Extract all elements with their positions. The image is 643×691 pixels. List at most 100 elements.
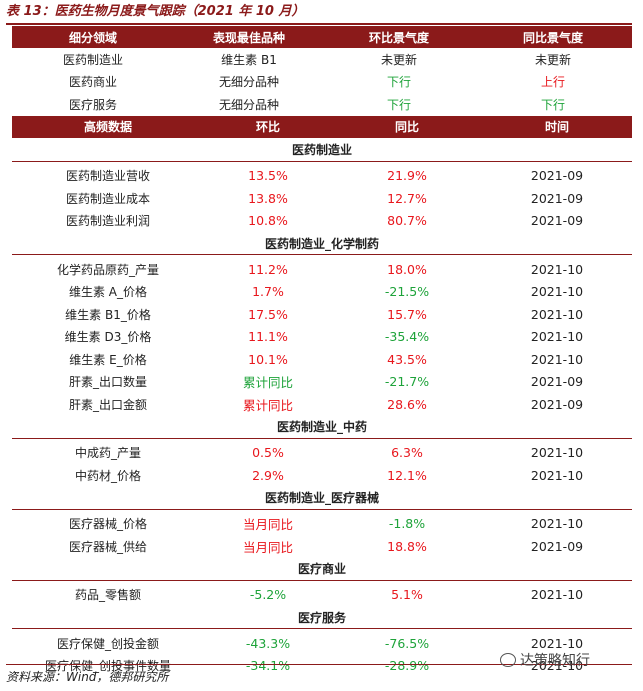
mom-value: 累计同比 (242, 397, 293, 413)
mom-value: 2.9% (252, 467, 284, 483)
yoy-value: -21.5% (384, 284, 430, 300)
yoy-value: 28.6% (387, 396, 427, 412)
table-row: 肝素_出口数量 累计同比 -21.7% 2021-09 (12, 371, 632, 394)
header-cell: 表现最佳品种 (212, 30, 285, 45)
mom-value: 17.5% (248, 306, 288, 322)
indicator-name: 药品_零售额 (74, 588, 141, 603)
header-cell: 环比景气度 (368, 30, 429, 45)
table-row: 医疗保健_创投金额 -43.3% -76.5% 2021-10 (12, 632, 632, 655)
yoy-trend: 上行 (540, 75, 565, 90)
yoy-value: 6.3% (391, 445, 423, 461)
footer-rule (6, 664, 632, 665)
indicator-name: 医药制造业营收 (65, 169, 150, 184)
table-row: 医药制造业 维生素 B1 未更新 未更新 (12, 48, 632, 71)
title-rule (6, 23, 632, 25)
row-label: 医药制造业 (62, 52, 123, 67)
yoy-value: 12.7% (387, 190, 427, 206)
section-header: 医疗商业 (12, 558, 632, 581)
yoy-trend: 下行 (540, 97, 565, 112)
table-row: 医疗服务 无细分品种 下行 下行 (12, 93, 632, 116)
table-row: 维生素 A_价格 1.7% -21.5% 2021-10 (12, 281, 632, 304)
section-header: 医疗服务 (12, 606, 632, 629)
table-row: 肝素_出口金额 累计同比 28.6% 2021-09 (12, 393, 632, 416)
watermark-text: 达策略知行 (520, 653, 590, 669)
period: 2021-09 (530, 190, 584, 206)
mom-value: -34.1% (245, 658, 291, 674)
indicator-name: 肝素_出口数量 (68, 375, 147, 390)
mom-trend: 下行 (386, 75, 411, 90)
header-cell: 细分领域 (68, 30, 117, 45)
table-row: 中成药_产量 0.5% 6.3% 2021-10 (12, 442, 632, 465)
yoy-value: -28.9% (384, 658, 430, 674)
period: 2021-10 (530, 467, 584, 483)
indicator-name: 医药制造业利润 (65, 214, 150, 229)
period: 2021-09 (530, 538, 584, 554)
indicator-name: 维生素 E_价格 (69, 352, 147, 367)
indicator-name: 医药制造业成本 (65, 191, 150, 206)
mom-value: 10.1% (248, 351, 288, 367)
header-cell: 同比景气度 (522, 30, 583, 45)
indicator-name: 化学药品原药_产量 (56, 262, 159, 277)
period: 2021-10 (530, 516, 584, 532)
best-item: 无细分品种 (218, 97, 279, 112)
table-row: 中药材_价格 2.9% 12.1% 2021-10 (12, 464, 632, 487)
period: 2021-10 (530, 587, 584, 603)
period: 2021-09 (530, 396, 584, 412)
section-header: 医药制造业 (12, 137, 632, 162)
row-label: 医药商业 (68, 75, 117, 90)
mom-value: 当月同比 (242, 517, 293, 533)
period: 2021-10 (530, 329, 584, 345)
indicator-name: 中药材_价格 (74, 468, 141, 483)
indicator-name: 中成药_产量 (74, 446, 141, 461)
header-cell: 环比 (255, 120, 280, 134)
table-row: 维生素 D3_价格 11.1% -35.4% 2021-10 (12, 326, 632, 349)
indicator-name: 医疗器械_供给 (68, 539, 147, 554)
section-list: 医药制造业医药制造业营收 13.5% 21.9% 2021-09 医药制造业成本 13.8… (12, 137, 632, 678)
mom-value: 13.8% (248, 190, 288, 206)
yoy-value: 43.5% (387, 351, 427, 367)
header-cell: 同比 (394, 120, 419, 134)
table-row: 维生素 E_价格 10.1% 43.5% 2021-10 (12, 348, 632, 371)
mom-trend: 下行 (386, 97, 411, 112)
data-table: 细分领域 表现最佳品种 环比景气度 同比景气度 医药制造业 维生素 B1 未更新… (12, 26, 632, 677)
period: 2021-09 (530, 374, 584, 390)
mom-trend: 未更新 (380, 52, 417, 67)
table-row: 医药制造业营收 13.5% 21.9% 2021-09 (12, 165, 632, 188)
yoy-value: 80.7% (387, 213, 427, 229)
yoy-value: 5.1% (391, 587, 423, 603)
source-note: 资料来源：Wind，德邦研究所 (6, 670, 169, 684)
mom-value: 当月同比 (242, 539, 293, 555)
mom-value: 0.5% (252, 445, 284, 461)
period: 2021-09 (530, 168, 584, 184)
indicator-name: 医疗保健_创投事件数量 (44, 659, 171, 674)
period: 2021-10 (530, 306, 584, 322)
mom-value: 10.8% (248, 213, 288, 229)
yoy-value: 15.7% (387, 306, 427, 322)
table-row: 医药商业 无细分品种 下行 上行 (12, 71, 632, 94)
period: 2021-10 (530, 351, 584, 367)
table-row: 医药制造业利润 10.8% 80.7% 2021-09 (12, 210, 632, 233)
table-row: 医药制造业成本 13.8% 12.7% 2021-09 (12, 187, 632, 210)
header-cell: 高频数据 (83, 120, 132, 134)
header-row-highfreq: 高频数据 环比 同比 时间 (12, 115, 632, 138)
table-row: 药品_零售额 -5.2% 5.1% 2021-10 (12, 584, 632, 607)
indicator-name: 维生素 A_价格 (68, 285, 148, 300)
yoy-value: -35.4% (384, 329, 430, 345)
indicator-name: 肝素_出口金额 (68, 397, 147, 412)
best-item: 维生素 B1 (221, 52, 277, 67)
mom-value: 累计同比 (242, 375, 293, 391)
indicator-name: 医疗保健_创投金额 (56, 636, 159, 651)
indicator-name: 医疗器械_价格 (68, 517, 147, 532)
period: 2021-10 (530, 261, 584, 277)
period: 2021-09 (530, 213, 584, 229)
yoy-value: -21.7% (384, 374, 430, 390)
section-header: 医药制造业_医疗器械 (12, 487, 632, 510)
period: 2021-10 (530, 445, 584, 461)
period: 2021-10 (530, 658, 584, 674)
mom-value: 1.7% (252, 284, 284, 300)
yoy-value: 12.1% (387, 467, 427, 483)
section-header: 医药制造业_化学制药 (12, 232, 632, 255)
indicator-name: 维生素 B1_价格 (65, 307, 151, 322)
row-label: 医疗服务 (68, 97, 117, 112)
mom-value: -43.3% (245, 635, 291, 651)
